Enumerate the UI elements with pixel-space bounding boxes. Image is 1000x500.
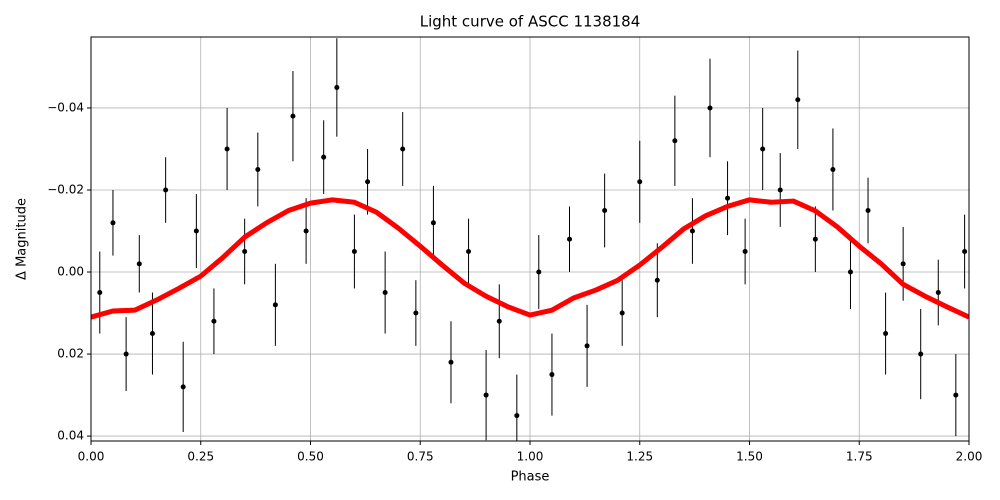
plot-area [91,38,969,441]
data-point [689,228,695,234]
data-point [865,207,871,213]
x-tick-label: 1.50 [736,450,763,464]
grid [90,37,970,441]
data-point [900,261,906,267]
data-point [110,220,116,226]
data-point [303,228,309,234]
data-point [725,195,731,201]
data-point [272,302,278,308]
data-point [812,236,818,242]
data-point [777,187,783,193]
x-tick-label: 1.00 [517,450,544,464]
data-point [536,269,542,275]
data-point [242,249,248,255]
data-point [211,318,217,324]
data-point [962,249,968,255]
data-point [123,351,129,357]
data-point [795,97,801,103]
x-tick-label: 1.25 [626,450,653,464]
data-point [321,154,327,160]
y-tick-label: −0.04 [47,100,84,114]
data-point [619,310,625,316]
data-point [953,392,959,398]
axes: 0.00 0.25 0.50 0.75 1.00 1.25 1.50 1.75 2.00 −0.0… [47,100,982,463]
x-tick-label: 0.25 [187,450,214,464]
data-point [180,384,186,390]
data-point [707,105,713,111]
data-point [935,290,941,296]
data-point [496,318,502,324]
chart-title: Light curve of ASCC 1138184 [420,13,641,31]
data-point [193,228,199,234]
x-tick-label: 1.75 [846,450,873,464]
data-point [466,249,472,255]
data-point [567,236,573,242]
data-point [413,310,419,316]
data-point [549,372,555,378]
x-tick-label: 0.50 [297,450,324,464]
data-point [742,249,748,255]
data-point [830,166,836,172]
x-tick-label: 0.00 [78,450,105,464]
data-point [400,146,406,152]
data-point [760,146,766,152]
data-point [163,187,169,193]
x-tick-label: 0.75 [407,450,434,464]
x-axis-label: Phase [511,470,550,485]
data-point [97,290,103,296]
data-point [365,179,371,185]
data-point [584,343,590,349]
data-point [918,351,924,357]
trend-line [91,197,969,320]
y-axis-label: Δ Magnitude [15,198,30,280]
data-point [883,331,889,337]
data-point [224,146,230,152]
data-point [602,207,608,213]
data-point [654,277,660,283]
data-point [430,220,436,226]
data-point [514,413,520,419]
data-point [448,359,454,365]
data-point [136,261,142,267]
data-point [290,113,296,119]
data-point [672,138,678,144]
data-point [382,290,388,296]
y-tick-label: 0.02 [57,347,84,361]
y-tick-label: 0.00 [57,265,84,279]
data-point [351,249,357,255]
x-tick-label: 2.00 [956,450,983,464]
data-point [255,166,261,172]
y-tick-label: 0.04 [57,429,84,443]
data-point [847,269,853,275]
data-point [149,331,155,337]
data-point [334,84,340,90]
y-tick-label: −0.02 [47,182,84,196]
data-point [637,179,643,185]
data-point [483,392,489,398]
